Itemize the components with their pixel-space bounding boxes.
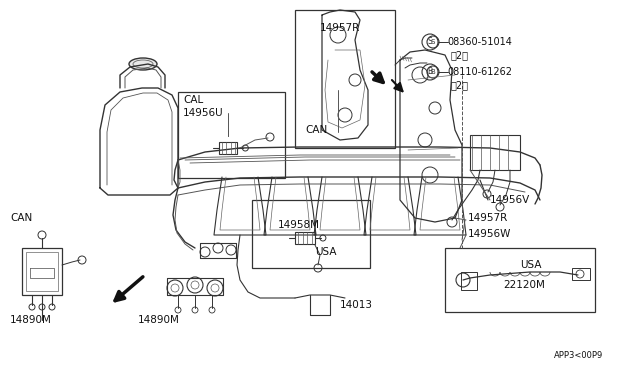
Bar <box>295 232 315 244</box>
Text: CAL: CAL <box>183 95 204 105</box>
Text: 14013: 14013 <box>340 300 373 310</box>
Text: USA: USA <box>315 247 337 257</box>
Bar <box>178 92 285 178</box>
Text: 08360-51014: 08360-51014 <box>447 37 512 47</box>
Text: 14958M: 14958M <box>278 220 320 230</box>
Text: 22120M: 22120M <box>503 280 545 290</box>
Text: 14956W: 14956W <box>468 229 511 239</box>
Text: 14890M: 14890M <box>138 315 180 325</box>
Text: 14957R: 14957R <box>320 23 360 33</box>
Text: CAN: CAN <box>10 213 32 223</box>
Text: 14956U: 14956U <box>183 108 223 118</box>
Bar <box>470 135 520 170</box>
Bar <box>219 142 237 154</box>
Text: 14957R: 14957R <box>468 213 508 223</box>
Bar <box>22 248 62 295</box>
Text: 08110-61262: 08110-61262 <box>447 67 512 77</box>
Bar <box>445 248 595 312</box>
Text: 14956V: 14956V <box>490 195 531 205</box>
Text: 14890M: 14890M <box>10 315 52 325</box>
Text: B: B <box>428 67 433 77</box>
Text: （2）: （2） <box>451 50 469 60</box>
Text: S: S <box>431 39 435 45</box>
Bar <box>252 200 370 268</box>
Text: APP3<00P9: APP3<00P9 <box>554 350 604 359</box>
Text: B: B <box>431 69 435 75</box>
Bar <box>461 272 477 290</box>
Text: CAN: CAN <box>305 125 327 135</box>
Text: （2）: （2） <box>451 80 469 90</box>
Ellipse shape <box>129 58 157 70</box>
Bar <box>295 10 395 148</box>
Bar <box>572 268 590 280</box>
Text: S: S <box>428 38 433 46</box>
Bar <box>26 252 58 291</box>
Text: USA: USA <box>520 260 541 270</box>
